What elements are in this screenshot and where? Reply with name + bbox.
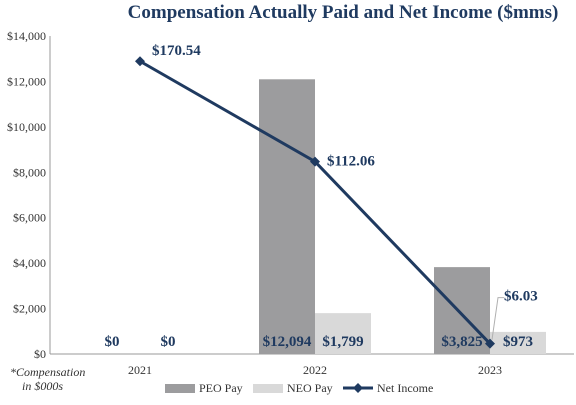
x-category-label: 2022 xyxy=(303,363,327,377)
y-tick-label: $12,000 xyxy=(7,74,46,88)
net-income-series: $170.54 $112.06 $6.03 xyxy=(135,43,538,349)
y-tick-label: $4,000 xyxy=(13,256,46,270)
bars xyxy=(259,79,546,354)
legend-label-peo-pay: PEO Pay xyxy=(199,381,243,395)
x-axis-categories: 2021 2022 2023 xyxy=(128,363,502,377)
bar-data-labels: $0 $0 $12,094 $1,799 $3,825 $973 xyxy=(105,334,534,350)
net-income-marker xyxy=(310,156,320,167)
neo-pay-data-label: $0 xyxy=(161,334,176,350)
y-tick-label: $10,000 xyxy=(7,120,46,134)
legend-marker-net-income xyxy=(353,383,363,393)
footnote-line-1: *Compensation xyxy=(10,365,85,379)
net-income-marker xyxy=(485,338,495,349)
net-income-data-label: $6.03 xyxy=(504,289,538,305)
net-income-callout-line xyxy=(491,297,504,340)
x-category-label: 2021 xyxy=(128,363,152,377)
y-tick-label: $14,000 xyxy=(7,29,46,43)
peo-pay-data-label: $12,094 xyxy=(263,334,312,350)
chart-title: Compensation Actually Paid and Net Incom… xyxy=(128,2,559,23)
bar-peo-pay xyxy=(259,79,315,354)
y-tick-label: $8,000 xyxy=(13,165,46,179)
net-income-marker xyxy=(135,56,145,67)
net-income-data-label: $112.06 xyxy=(327,154,375,170)
bar-neo-pay xyxy=(315,313,371,354)
peo-pay-data-label: $3,825 xyxy=(441,334,482,350)
y-tick-label: $6,000 xyxy=(13,211,46,225)
legend: PEO Pay NEO Pay Net Income xyxy=(165,381,433,395)
peo-pay-data-label: $0 xyxy=(105,334,120,350)
neo-pay-data-label: $973 xyxy=(503,334,533,350)
bar-neo-pay xyxy=(490,331,546,354)
footnote-line-2: in $000s xyxy=(22,379,63,393)
y-tick-label: $0 xyxy=(34,347,46,361)
x-category-label: 2023 xyxy=(478,363,502,377)
legend-label-net-income: Net Income xyxy=(377,381,433,395)
legend-swatch-peo-pay xyxy=(165,384,195,393)
bar-peo-pay xyxy=(434,267,490,354)
legend-swatch-neo-pay xyxy=(253,384,283,393)
y-axis-ticks: $0 $2,000 $4,000 $6,000 $8,000 $10,000 $12,000… xyxy=(7,29,46,361)
y-tick-label: $2,000 xyxy=(13,302,46,316)
legend-label-neo-pay: NEO Pay xyxy=(287,381,333,395)
net-income-data-label: $170.54 xyxy=(152,43,201,59)
neo-pay-data-label: $1,799 xyxy=(322,334,363,350)
